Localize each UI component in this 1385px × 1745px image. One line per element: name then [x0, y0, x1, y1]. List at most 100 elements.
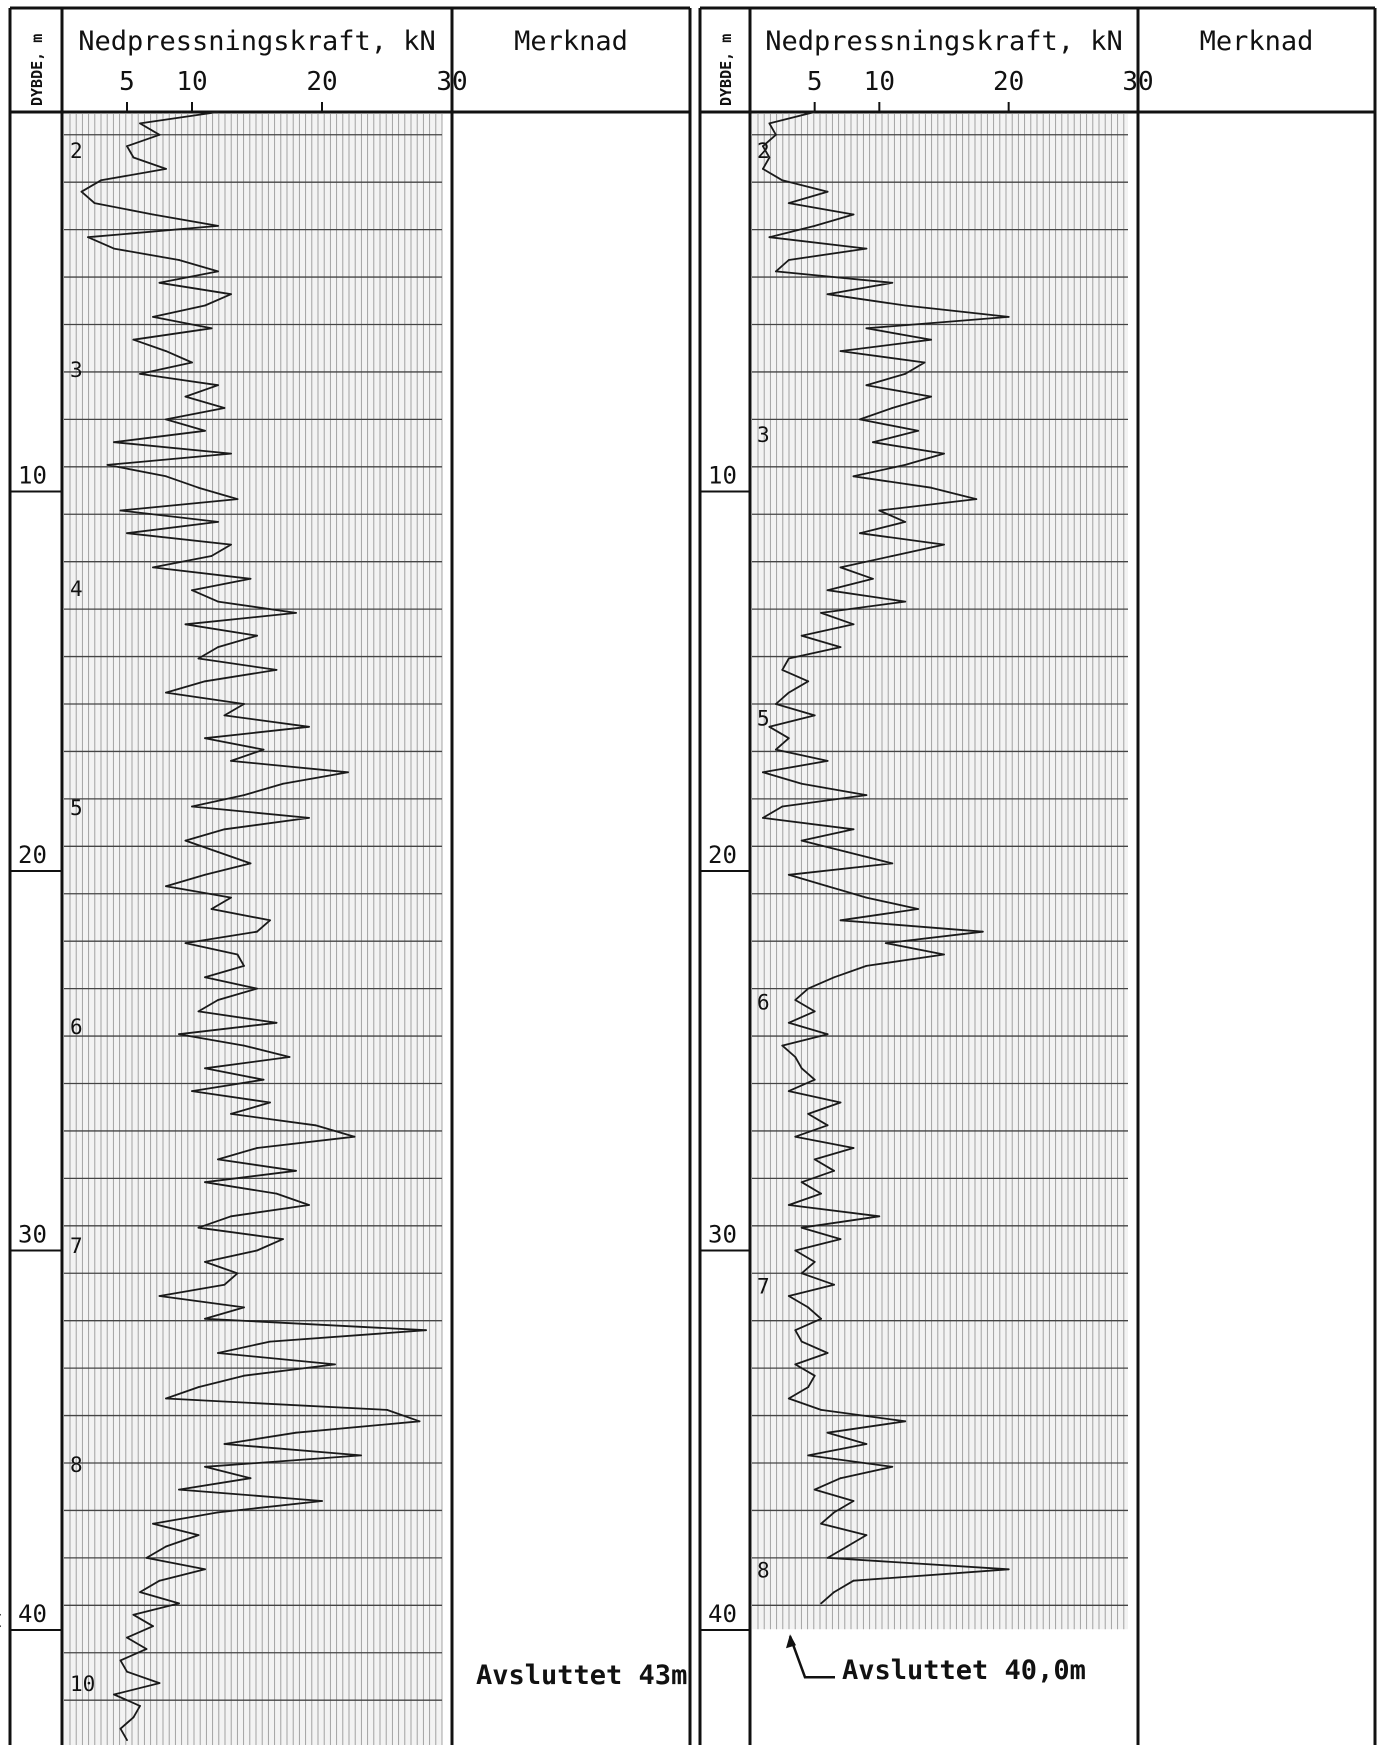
force-point	[839, 1101, 842, 1104]
depth-tick-label: 20	[708, 841, 737, 869]
force-point	[217, 851, 219, 853]
x-tick-label: 30	[1122, 67, 1153, 97]
force-point	[775, 703, 777, 705]
force-point	[865, 247, 868, 250]
force-point	[308, 817, 310, 819]
force-point	[165, 168, 167, 170]
force-point	[813, 1488, 816, 1491]
force-point	[839, 1477, 842, 1480]
force-point	[275, 1192, 278, 1195]
force-point	[217, 225, 219, 227]
force-point	[813, 1010, 816, 1013]
force-point	[113, 441, 115, 444]
force-point	[334, 1363, 336, 1366]
force-point	[204, 1317, 206, 1320]
force-point	[839, 566, 842, 569]
force-point	[217, 1352, 219, 1354]
force-point	[826, 885, 829, 888]
force-point	[904, 304, 907, 307]
force-point	[204, 680, 206, 683]
force-point	[852, 213, 855, 216]
force-point	[917, 908, 919, 910]
force-point	[813, 1078, 816, 1081]
force-point	[269, 1340, 271, 1343]
force-point	[800, 1340, 803, 1343]
force-point	[820, 1317, 822, 1320]
force-point	[826, 1352, 829, 1354]
force-point	[891, 407, 894, 409]
force-point	[191, 1090, 193, 1092]
depth-tick-label: 20	[18, 841, 47, 869]
force-point	[826, 589, 829, 592]
force-point	[807, 680, 810, 683]
force-point	[0, 1613, 1, 1616]
force-point	[762, 168, 764, 170]
force-point	[813, 1374, 816, 1377]
force-point	[243, 965, 245, 967]
force-point	[807, 1113, 810, 1115]
force-point	[794, 1329, 797, 1332]
force-point	[236, 1272, 239, 1275]
force-point	[768, 236, 771, 239]
force-point	[852, 828, 855, 831]
rod-number-label: 5	[757, 707, 770, 731]
force-point	[204, 1067, 206, 1070]
force-point	[295, 1169, 297, 1172]
force-point	[943, 953, 945, 956]
force-point	[781, 805, 784, 808]
rod-number-label: 4	[70, 577, 83, 601]
force-point	[807, 987, 810, 990]
force-point	[813, 1261, 816, 1263]
force-point	[197, 1534, 200, 1536]
force-point	[794, 1363, 797, 1366]
force-point	[787, 202, 790, 205]
force-point	[930, 486, 932, 489]
force-point	[1007, 1568, 1010, 1571]
force-point	[230, 896, 232, 899]
force-point	[891, 555, 894, 557]
force-point	[891, 862, 894, 865]
force-point	[975, 498, 978, 500]
force-point	[800, 782, 803, 785]
force-point	[923, 361, 926, 364]
force-point	[204, 976, 206, 979]
force-point	[787, 737, 790, 740]
rod-number-label: 6	[757, 991, 770, 1015]
force-point	[820, 1522, 822, 1525]
force-point	[781, 179, 784, 182]
force-point	[904, 521, 907, 523]
force-point	[826, 1033, 829, 1036]
force-point	[256, 930, 258, 933]
depth-tick-label: 10	[708, 462, 737, 490]
force-point	[852, 623, 855, 626]
force-point	[800, 634, 803, 637]
force-point	[865, 384, 868, 387]
force-point	[904, 373, 907, 375]
force-point	[917, 429, 919, 432]
force-point	[145, 1648, 148, 1650]
force-point	[826, 1124, 829, 1127]
force-point	[768, 725, 771, 728]
force-point	[158, 1579, 161, 1582]
force-point	[1007, 316, 1010, 318]
x-tick-label: 5	[807, 67, 823, 97]
force-point	[256, 1147, 258, 1149]
force-point	[872, 577, 874, 580]
rod-number-label: 10	[70, 1672, 95, 1696]
force-point	[119, 1727, 122, 1730]
force-point	[826, 1431, 829, 1434]
force-point	[152, 316, 154, 318]
force-point	[152, 1625, 154, 1628]
force-point	[775, 748, 777, 751]
force-point	[794, 1249, 797, 1252]
force-point	[210, 327, 213, 330]
force-point	[0, 1625, 1, 1628]
force-point	[800, 1272, 803, 1275]
force-point	[204, 429, 206, 432]
force-point	[813, 111, 816, 113]
force-point	[852, 1579, 855, 1582]
force-point	[139, 122, 141, 125]
force-point	[275, 669, 278, 671]
depth-tick-label: 10	[18, 462, 47, 490]
